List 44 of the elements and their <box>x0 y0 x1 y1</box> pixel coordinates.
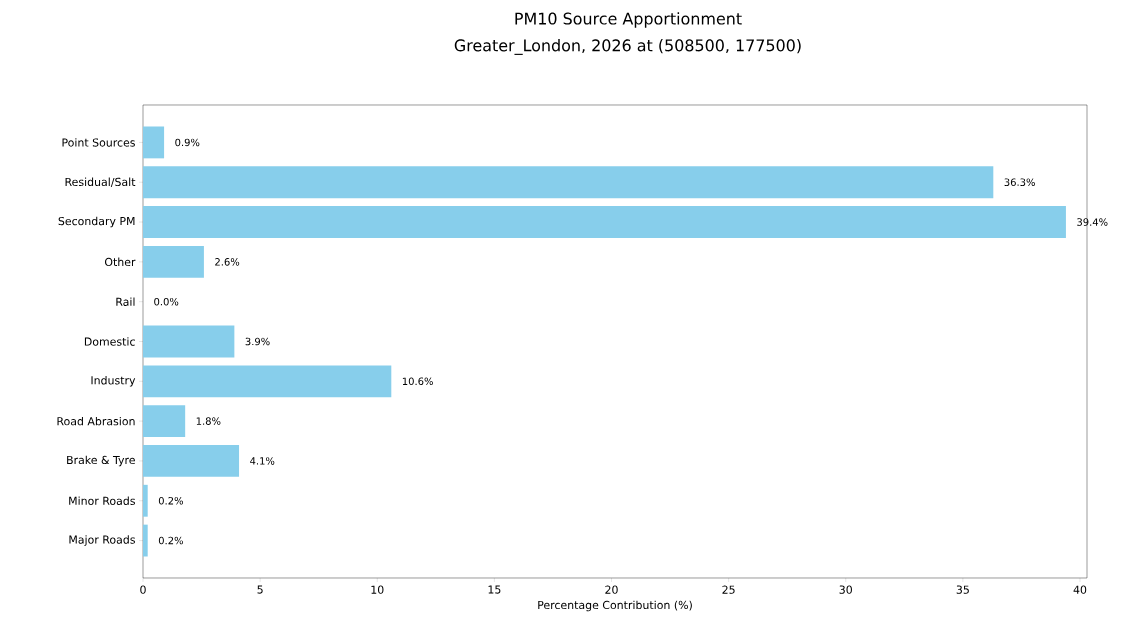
data-label: 0.9% <box>175 138 200 147</box>
bar <box>143 405 186 438</box>
bar <box>143 524 148 557</box>
data-label: 1.8% <box>196 417 221 425</box>
x-tick-label: 25 <box>722 585 735 594</box>
x-tick-label: 20 <box>605 585 618 594</box>
data-label: 0.0% <box>154 297 179 306</box>
data-label: 3.9% <box>245 337 270 346</box>
bar <box>143 245 204 278</box>
y-tick-label: Residual/Salt <box>65 177 136 187</box>
data-label: 39.4% <box>1077 218 1108 226</box>
y-tick-label: Secondary PM <box>58 216 135 228</box>
x-tick-label: 35 <box>956 585 969 594</box>
y-tick-label: Point Sources <box>62 138 135 147</box>
y-tick-label: Road Abrasion <box>57 416 135 426</box>
x-tick-label: 15 <box>488 585 501 594</box>
y-tick-label: Industry <box>91 376 136 387</box>
chart-subtitle: Greater_London, 2026 at (508500, 177500) <box>454 39 801 55</box>
chart-title: PM10 Source Apportionment <box>515 12 742 28</box>
x-tick-label: 0 <box>140 585 146 594</box>
bar <box>143 484 148 517</box>
bar <box>143 365 392 398</box>
y-tick-label: Minor Roads <box>69 496 135 505</box>
bar <box>143 206 1066 238</box>
y-tick-label: Domestic <box>84 337 135 346</box>
data-label: 0.2% <box>158 496 183 505</box>
x-tick-label: 10 <box>371 585 384 594</box>
bar <box>143 445 240 477</box>
x-axis-title: Percentage Contribution (%) <box>538 600 692 612</box>
y-tick-label: Brake & Tyre <box>67 455 135 467</box>
y-tick-label: Major Roads <box>69 535 135 546</box>
data-label: 2.6% <box>215 258 240 266</box>
data-label: 4.1% <box>250 457 275 465</box>
y-tick-label: Other <box>104 257 136 267</box>
x-tick-label: 5 <box>257 585 263 594</box>
x-tick-label: 30 <box>839 585 852 594</box>
data-label: 10.6% <box>402 377 433 386</box>
bar <box>143 166 994 199</box>
data-label: 36.3% <box>1004 178 1035 186</box>
x-tick-label: 40 <box>1073 585 1087 594</box>
bar <box>143 325 235 358</box>
y-tick-label: Rail <box>116 297 135 306</box>
data-label: 0.2% <box>158 536 183 545</box>
bar <box>143 126 165 159</box>
